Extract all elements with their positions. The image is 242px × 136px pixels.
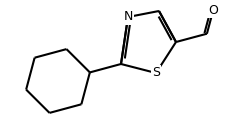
Text: O: O [208,4,218,17]
Text: N: N [123,10,133,24]
Text: S: S [152,67,160,80]
